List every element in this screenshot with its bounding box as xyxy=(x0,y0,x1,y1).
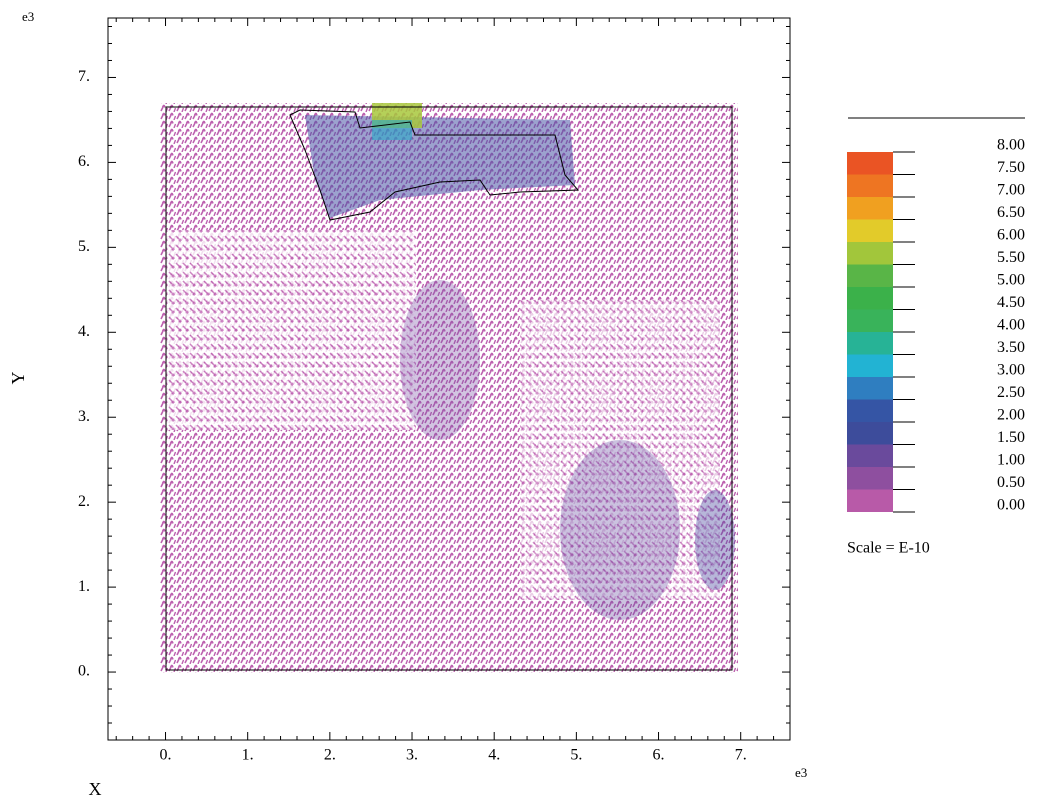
colorbar-segment xyxy=(847,287,893,310)
colorbar-label: 5.50 xyxy=(997,249,1025,266)
colorbar-label: 2.00 xyxy=(997,407,1025,424)
colorbar-segment xyxy=(847,467,893,490)
colorbar-segment xyxy=(847,242,893,265)
colorbar-segment xyxy=(847,174,893,197)
y-tick-label: 1. xyxy=(78,578,90,595)
x-tick-label: 1. xyxy=(242,747,254,764)
x-tick-label: 3. xyxy=(406,747,418,764)
colorbar-label: 7.50 xyxy=(997,159,1025,176)
colorbar-label: 6.50 xyxy=(997,204,1025,221)
x-tick-label: 7. xyxy=(735,747,747,764)
y-tick-label: 5. xyxy=(78,238,90,255)
colorbar-label: 8.00 xyxy=(997,137,1025,154)
colorbar-segment xyxy=(847,377,893,400)
x-axis-label: X xyxy=(89,779,102,799)
colorbar-label: 4.00 xyxy=(997,317,1025,334)
colorbar-label: 4.50 xyxy=(997,294,1025,311)
colorbar-label: 3.00 xyxy=(997,362,1025,379)
y-tick-label: 4. xyxy=(78,323,90,340)
colorbar-segment xyxy=(847,354,893,377)
y-tick-label: 3. xyxy=(78,408,90,425)
y-tick-label: 7. xyxy=(78,68,90,85)
colorbar-label: 3.50 xyxy=(997,339,1025,356)
x-tick-label: 2. xyxy=(324,747,336,764)
colorbar-label: 5.00 xyxy=(997,272,1025,289)
colorbar-segment xyxy=(847,489,893,512)
colorbar-label: 6.00 xyxy=(997,227,1025,244)
colorbar-segment xyxy=(847,152,893,175)
colorbar-segment xyxy=(847,309,893,332)
colorbar-segment xyxy=(847,197,893,220)
y-tick-label: 2. xyxy=(78,493,90,510)
x-multiplier: e3 xyxy=(795,765,807,780)
colorbar-label: 0.50 xyxy=(997,474,1025,491)
colorbar: 0.00 0.50 1.00 1.50 2.00 2.50 3.00 3.50 4.00 4.50… xyxy=(847,137,1025,514)
x-tick-label: 6. xyxy=(653,747,665,764)
colorbar-label: 2.50 xyxy=(997,384,1025,401)
axes: 0. 1. 2. 3. 4. 5. 6. 7. 0. 1. 2. 3. 4. 5. 6. 7. xyxy=(78,18,790,764)
y-tick-label: 6. xyxy=(78,153,90,170)
colorbar-scale: Scale = E-10 xyxy=(847,540,930,557)
colorbar-label: 7.00 xyxy=(997,182,1025,199)
vector-field xyxy=(160,103,738,673)
colorbar-segment xyxy=(847,422,893,445)
colorbar-segment xyxy=(847,399,893,422)
colorbar-label: 0.00 xyxy=(997,497,1025,514)
x-tick-label: 5. xyxy=(570,747,582,764)
plot-frame xyxy=(107,17,791,741)
colorbar-segment xyxy=(847,219,893,242)
x-tick-label: 0. xyxy=(160,747,172,764)
y-tick-label: 0. xyxy=(78,663,90,680)
colorbar-segment xyxy=(847,444,893,467)
y-axis-label: Y xyxy=(8,372,28,385)
colorbar-segment xyxy=(847,264,893,287)
y-multiplier: e3 xyxy=(22,9,34,24)
x-tick-label: 4. xyxy=(488,747,500,764)
colorbar-label: 1.50 xyxy=(997,429,1025,446)
colorbar-label: 1.00 xyxy=(997,452,1025,469)
colorbar-segment xyxy=(847,332,893,355)
